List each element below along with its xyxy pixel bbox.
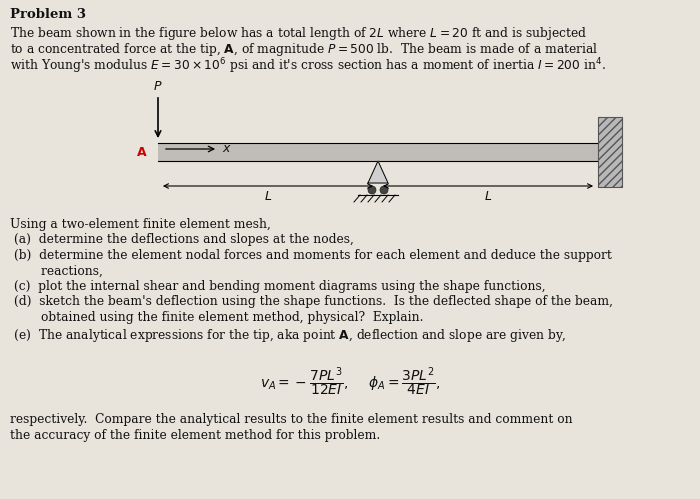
Text: obtained using the finite element method, physical?  Explain.: obtained using the finite element method…: [10, 311, 424, 324]
Text: $P$: $P$: [153, 80, 163, 93]
Bar: [598, 117, 622, 187]
Text: (e)  The analytical expressions for the tip, aka point $\mathbf{A}$, deflection : (e) The analytical expressions for the t…: [10, 326, 566, 343]
Text: (c)  plot the internal shear and bending moment diagrams using the shape functio: (c) plot the internal shear and bending …: [10, 280, 545, 293]
Text: the accuracy of the finite element method for this problem.: the accuracy of the finite element metho…: [10, 429, 380, 442]
Text: reactions,: reactions,: [10, 264, 103, 277]
Circle shape: [380, 186, 388, 194]
Text: The beam shown in the figure below has a total length of $2L$ where $L = 20$ ft : The beam shown in the figure below has a…: [10, 25, 587, 42]
Text: $x$: $x$: [222, 143, 232, 156]
Text: Using a two-element finite element mesh,: Using a two-element finite element mesh,: [10, 218, 271, 231]
Text: (a)  determine the deflections and slopes at the nodes,: (a) determine the deflections and slopes…: [10, 234, 354, 247]
Text: (b)  determine the element nodal forces and moments for each element and deduce : (b) determine the element nodal forces a…: [10, 249, 612, 262]
Polygon shape: [368, 161, 388, 183]
Text: (d)  sketch the beam's deflection using the shape functions.  Is the deflected s: (d) sketch the beam's deflection using t…: [10, 295, 613, 308]
Text: Problem 3: Problem 3: [10, 8, 86, 21]
Bar: [158, 143, 598, 161]
Circle shape: [368, 186, 376, 194]
Text: respectively.  Compare the analytical results to the finite element results and : respectively. Compare the analytical res…: [10, 413, 573, 426]
Bar: [598, 117, 622, 187]
Text: $L$: $L$: [264, 190, 272, 203]
Text: $L$: $L$: [484, 190, 492, 203]
Text: with Young's modulus $E = 30\times10^6$ psi and it's cross section has a moment : with Young's modulus $E = 30\times10^6$ …: [10, 56, 605, 76]
Text: to a concentrated force at the tip, $\mathbf{A}$, of magnitude $P = 500$ lb.  Th: to a concentrated force at the tip, $\ma…: [10, 40, 598, 57]
Text: $\mathbf{A}$: $\mathbf{A}$: [136, 147, 148, 160]
Text: $v_A = -\dfrac{7PL^3}{12EI},$    $\phi_A = \dfrac{3PL^2}{4EI},$: $v_A = -\dfrac{7PL^3}{12EI},$ $\phi_A = …: [260, 365, 440, 398]
